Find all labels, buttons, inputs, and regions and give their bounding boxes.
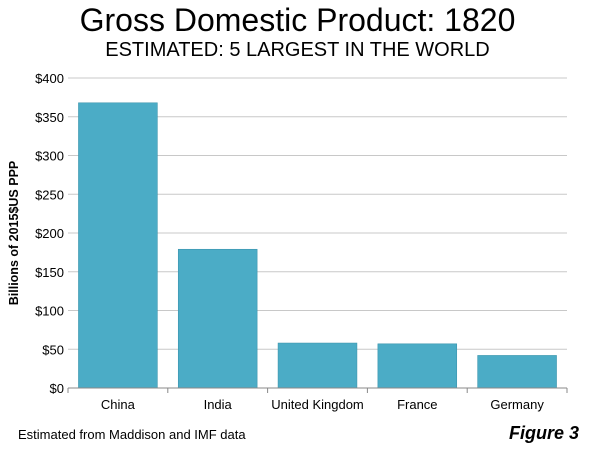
y-axis-label: Billions of 2015$US PPP bbox=[7, 161, 21, 306]
y-tick-label: $50 bbox=[42, 342, 64, 357]
y-tick-label: $400 bbox=[35, 71, 64, 86]
y-tick-label: $250 bbox=[35, 187, 64, 202]
bar bbox=[78, 102, 158, 389]
y-tick-label: $200 bbox=[35, 226, 64, 241]
y-tick-label: $100 bbox=[35, 304, 64, 319]
x-tick-label: Germany bbox=[490, 397, 544, 412]
figure-label: Figure 3 bbox=[508, 423, 579, 443]
x-tick-label: United Kingdom bbox=[271, 397, 364, 412]
y-axis-ticks: $0 $50 $100 $150 $200 $250 $300 $350 $400 bbox=[35, 71, 64, 396]
x-tick-label: France bbox=[397, 397, 437, 412]
x-axis-ticks: China India United Kingdom France Germany bbox=[67, 388, 568, 412]
y-tick-label: $300 bbox=[35, 149, 64, 164]
bar bbox=[477, 355, 557, 389]
y-tick-label: $150 bbox=[35, 265, 64, 280]
bar bbox=[377, 343, 458, 389]
chart-title: Gross Domestic Product: 1820 bbox=[79, 2, 516, 38]
chart-subtitle: ESTIMATED: 5 LARGEST IN THE WORLD bbox=[105, 39, 490, 61]
y-tick-label: $350 bbox=[35, 110, 64, 125]
x-tick-label: India bbox=[204, 397, 233, 412]
bars bbox=[78, 102, 557, 389]
y-tick-label: $0 bbox=[50, 381, 64, 396]
bar bbox=[177, 248, 258, 389]
x-tick-label: China bbox=[101, 397, 136, 412]
bar bbox=[277, 342, 358, 389]
source-note: Estimated from Maddison and IMF data bbox=[18, 427, 246, 442]
